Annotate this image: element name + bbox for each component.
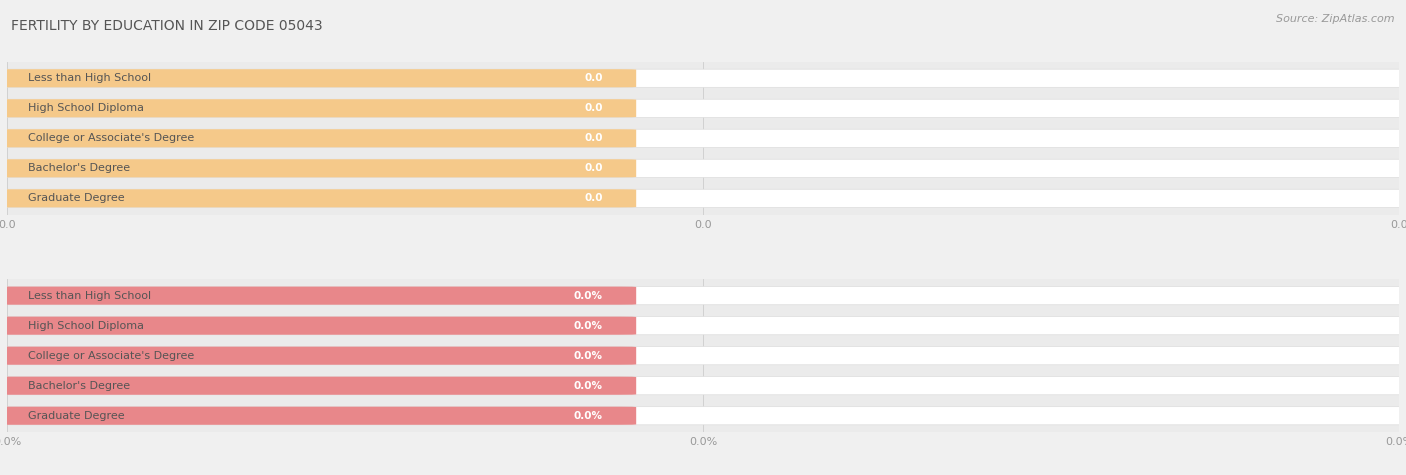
Text: Bachelor's Degree: Bachelor's Degree: [28, 381, 129, 391]
FancyBboxPatch shape: [0, 317, 1406, 335]
Text: 0.0%: 0.0%: [574, 321, 603, 331]
FancyBboxPatch shape: [0, 317, 636, 335]
FancyBboxPatch shape: [0, 129, 1406, 147]
FancyBboxPatch shape: [0, 99, 1406, 117]
Text: College or Associate's Degree: College or Associate's Degree: [28, 351, 194, 361]
FancyBboxPatch shape: [0, 159, 636, 177]
Text: High School Diploma: High School Diploma: [28, 321, 143, 331]
Text: Less than High School: Less than High School: [28, 291, 150, 301]
Text: Source: ZipAtlas.com: Source: ZipAtlas.com: [1277, 14, 1395, 24]
Text: FERTILITY BY EDUCATION IN ZIP CODE 05043: FERTILITY BY EDUCATION IN ZIP CODE 05043: [11, 19, 323, 33]
Text: 0.0: 0.0: [585, 193, 603, 203]
Text: 0.0: 0.0: [585, 103, 603, 113]
FancyBboxPatch shape: [0, 189, 636, 208]
Text: 0.0%: 0.0%: [574, 351, 603, 361]
FancyBboxPatch shape: [0, 286, 636, 305]
FancyBboxPatch shape: [0, 69, 636, 87]
FancyBboxPatch shape: [0, 159, 1406, 177]
Text: College or Associate's Degree: College or Associate's Degree: [28, 133, 194, 143]
Text: High School Diploma: High School Diploma: [28, 103, 143, 113]
FancyBboxPatch shape: [0, 286, 1406, 305]
FancyBboxPatch shape: [0, 189, 1406, 208]
FancyBboxPatch shape: [0, 407, 636, 425]
Text: 0.0%: 0.0%: [574, 381, 603, 391]
Text: 0.0: 0.0: [585, 73, 603, 83]
Text: 0.0: 0.0: [585, 163, 603, 173]
FancyBboxPatch shape: [0, 69, 1406, 87]
FancyBboxPatch shape: [0, 129, 636, 147]
Text: 0.0%: 0.0%: [574, 291, 603, 301]
FancyBboxPatch shape: [0, 347, 636, 365]
Text: Graduate Degree: Graduate Degree: [28, 193, 125, 203]
Text: 0.0: 0.0: [585, 133, 603, 143]
Text: 0.0%: 0.0%: [574, 411, 603, 421]
Text: Graduate Degree: Graduate Degree: [28, 411, 125, 421]
FancyBboxPatch shape: [0, 347, 1406, 365]
FancyBboxPatch shape: [0, 377, 1406, 395]
FancyBboxPatch shape: [0, 407, 1406, 425]
FancyBboxPatch shape: [0, 99, 636, 117]
Text: Less than High School: Less than High School: [28, 73, 150, 83]
Text: Bachelor's Degree: Bachelor's Degree: [28, 163, 129, 173]
FancyBboxPatch shape: [0, 377, 636, 395]
